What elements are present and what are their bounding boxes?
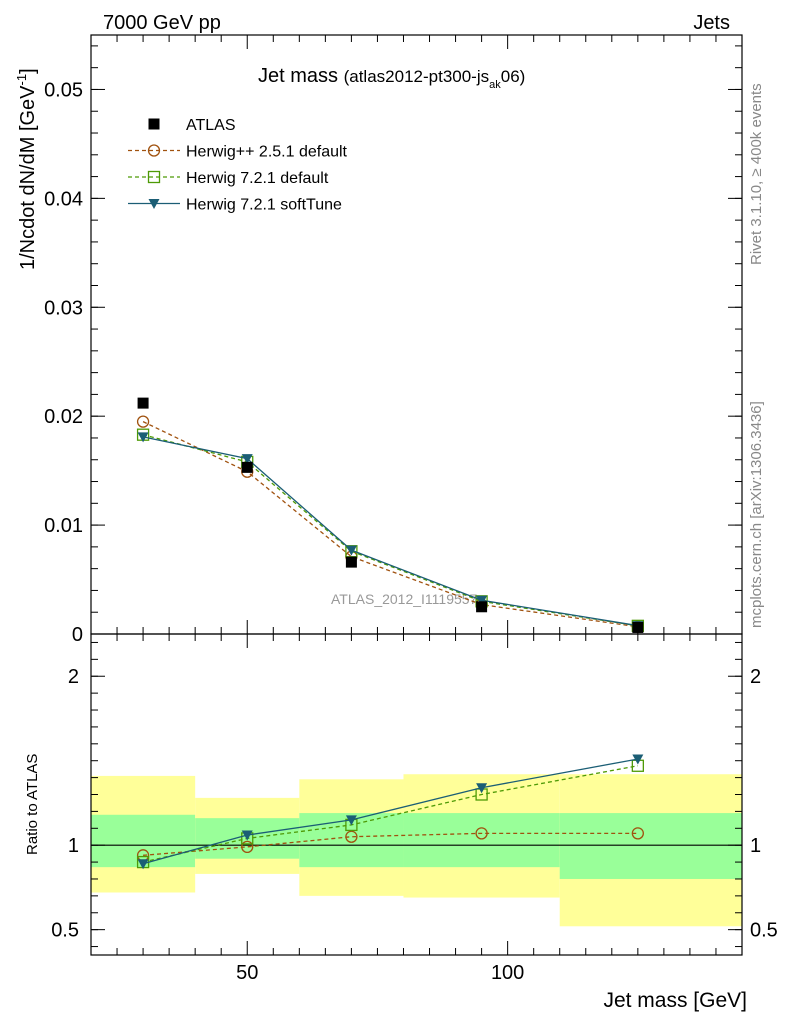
ratio-series-softtune-point: [632, 754, 644, 765]
main-series-herwig721-line: [142, 434, 638, 627]
chart-title: Jet mass (atlas2012-pt300-jsak06): [258, 65, 525, 91]
ratio-ylabel: Ratio to ATLAS: [24, 754, 41, 855]
ratio-ytick-label: 0.5: [51, 920, 79, 942]
main-series-atlas-point: [241, 461, 253, 473]
ratio-series-herwigpp-point: [475, 827, 488, 840]
header-right: Jets: [693, 12, 730, 34]
main-ytick-label: 0.02: [44, 406, 83, 428]
ratio-ytick-label: 1: [68, 835, 79, 857]
main-ytick-label: 0.05: [44, 79, 83, 101]
main-series-softtune-point: [241, 454, 253, 465]
chart-title-subscript: ak: [489, 79, 501, 91]
main-ylabel: 1/Ncdot dN/dM [GeV-1]: [14, 68, 39, 270]
ratio-ytick-label-right: 1: [750, 835, 761, 857]
legend-marker-herwigpp: [147, 144, 161, 157]
legend-marker-softtune: [148, 199, 160, 209]
axes: 0 0.01 0.02 0.03 0.04 0.05 50 100 0.5 0.5 1 1 2 2: [44, 34, 778, 984]
main-series-softtune-point: [137, 432, 149, 443]
legend-marker-herwig721: [147, 170, 161, 184]
legend-label-softtune: Herwig 7.2.1 softTune: [186, 197, 342, 214]
ratio-series-herwigpp-point: [241, 840, 254, 854]
main-ytick-label: 0: [72, 624, 83, 646]
side-label-lower: mcplots.cern.ch [arXiv:1306.3436]: [748, 401, 765, 628]
main-series-softtune-point: [345, 545, 357, 556]
legend-label-herwig721: Herwig 7.2.1 default: [186, 170, 329, 187]
ratio-band-inner: [91, 814, 196, 868]
main-ylabel-text: 1/Ncdot dN/dM [GeV: [17, 85, 39, 270]
ratio-series-herwigpp-point: [345, 830, 358, 843]
main-series-herwigpp-line: [142, 421, 638, 628]
ratio-ytick-label-right: 0.5: [750, 920, 778, 942]
ratio-ytick-label: 2: [68, 666, 79, 688]
ratio-series-softtune-point: [476, 783, 488, 794]
x-axis-label: Jet mass [GeV]: [603, 989, 747, 1012]
header-left: 7000 GeV pp: [103, 12, 221, 34]
xtick-label: 50: [236, 962, 258, 984]
chart-title-main: Jet mass: [258, 65, 338, 87]
ratio-series-softtune-point: [137, 859, 149, 870]
main-ytick-label: 0.04: [44, 188, 83, 210]
analysis-watermark: ATLAS_2012_I1119557: [331, 591, 478, 607]
legend-label-herwigpp: Herwig++ 2.5.1 default: [186, 144, 348, 161]
main-series-atlas-point: [137, 397, 149, 409]
main-series-softtune-point: [476, 595, 488, 606]
main-ytick-label: 0.01: [44, 515, 83, 537]
legend-label-atlas: ATLAS: [186, 117, 236, 134]
main-plot-area: [136, 397, 644, 633]
main-series-atlas-point: [476, 601, 488, 613]
legend: ATLAS Herwig++ 2.5.1 default Herwig 7.2.1 …: [128, 117, 348, 214]
xtick-label: 100: [491, 962, 524, 984]
ratio-ytick-label-right: 2: [750, 666, 761, 688]
ratio-band-inner: [403, 813, 560, 868]
chart-title-sub-end: 06): [501, 67, 526, 86]
legend-marker-atlas: [148, 118, 160, 130]
main-series-atlas-point: [345, 556, 357, 568]
main-ylabel-close: ]: [17, 68, 39, 74]
main-ytick-label: 0.03: [44, 297, 83, 319]
ratio-series-herwigpp-point: [631, 827, 644, 840]
main-series-herwigpp-point: [136, 415, 150, 428]
chart-title-sub: (atlas2012-pt300-js: [344, 67, 490, 86]
main-ylabel-sup: -1: [14, 74, 29, 86]
side-label-upper: Rivet 3.1.10, ≥ 400k events: [748, 83, 765, 265]
ratio-uncertainty-bands: [91, 774, 742, 927]
ratio-band-inner: [559, 813, 742, 879]
ratio-series-softtune-point: [345, 815, 357, 826]
ratio-series-softtune-point: [241, 830, 253, 841]
ratio-plot-area: [136, 754, 644, 870]
